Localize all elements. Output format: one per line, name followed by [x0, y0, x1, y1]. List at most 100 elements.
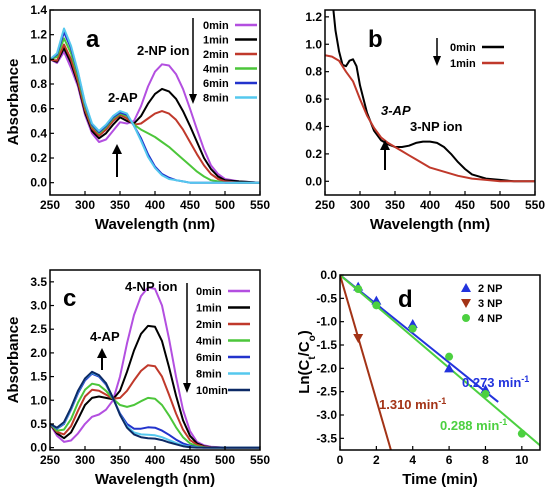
y-tick-label: 1.4 [30, 3, 47, 17]
x-tick-label: 450 [180, 453, 200, 467]
y-tick-label: 1.0 [30, 52, 47, 66]
y-tick-label: -3.5 [316, 431, 337, 445]
panel-d-legend: 2 NP 3 NP 4 NP [461, 283, 502, 325]
legend-label-0min: 0min [196, 286, 222, 298]
series-line-0min [50, 286, 260, 449]
panel-b-arrow-up [380, 140, 390, 170]
panel-b-annotation-ap: 3-AP [381, 103, 411, 118]
legend-label-4min: 4min [196, 336, 222, 348]
x-tick-label: 8 [482, 453, 489, 467]
y-tick-label: 0.8 [305, 65, 322, 79]
y-tick-label: 0.0 [30, 176, 47, 190]
y-tick-label: 0.2 [305, 147, 322, 161]
panel-b-letter: b [368, 26, 383, 53]
panel-b-xticks: 250 300 350 400 450 500 550 [315, 191, 545, 212]
panel-c-legend: 0min 1min 2min 4min 6min 8min 10min [196, 286, 250, 397]
x-tick-label: 0 [337, 453, 344, 467]
panel-c-yticks: 0.0 0.5 1.0 1.5 2.0 2.5 3.0 3.5 [30, 275, 54, 455]
x-tick-label: 500 [215, 198, 235, 212]
y-tick-label: 2.0 [30, 346, 47, 360]
panel-d-yticks: 0.0 -0.5 -1.0 -1.5 -2.0 -2.5 -3.0 -3.5 [316, 268, 344, 445]
data-point-4-NP [445, 352, 454, 361]
legend-label-1min: 1min [450, 58, 476, 70]
series-line-1min [325, 54, 535, 183]
panel-d-rate-2np: 0.273 min-1 [462, 374, 529, 390]
panel-c-letter: c [63, 285, 76, 312]
panel-d-frame [339, 274, 541, 451]
panel-d-rate-4np: 0.288 min-1 [440, 417, 507, 433]
x-tick-label: 450 [455, 198, 475, 212]
panel-d-letter: d [398, 286, 413, 313]
legend-label-10min: 10min [196, 385, 228, 397]
panel-d-xticks: 0 2 4 6 8 10 [337, 446, 529, 467]
panel-c: 250 300 350 400 450 500 550 0.0 0.5 1.0 1.5 2.0 2.5… [5, 269, 270, 488]
y-tick-label: 3.5 [30, 275, 47, 289]
panel-c-ylabel: Absorbance [5, 317, 22, 404]
data-point-4-NP [408, 324, 417, 333]
y-tick-label: -3.0 [316, 408, 337, 422]
panel-c-frame [49, 269, 261, 451]
panel-a-annotation-ap: 2-AP [108, 90, 138, 105]
legend-marker-2-NP [461, 283, 471, 292]
x-tick-label: 250 [315, 198, 335, 212]
data-point-4-NP [481, 390, 490, 398]
legend-label-2-NP: 2 NP [478, 283, 502, 295]
data-point-2-NP [444, 363, 455, 373]
legend-label-0min: 0min [203, 20, 229, 32]
y-tick-label: -1.0 [316, 315, 337, 329]
legend-marker-3-NP [461, 299, 471, 308]
y-tick-label: 0.2 [30, 151, 47, 165]
y-tick-label: 3.0 [30, 299, 47, 313]
legend-label-6min: 6min [203, 78, 229, 90]
data-point-4-NP [372, 301, 381, 310]
data-point-4-NP [517, 429, 526, 438]
panel-d: 0 2 4 6 8 10 0.0-0.5-1.0-1.5-2.0-2.5-3.0-3.5 … [296, 268, 541, 488]
panel-c-xlabel: Wavelength (nm) [95, 471, 215, 488]
x-tick-label: 300 [350, 198, 370, 212]
legend-label-4min: 4min [203, 64, 229, 76]
panel-b-annotation-np: 3-NP ion [410, 119, 463, 134]
y-tick-label: 0.0 [320, 268, 337, 282]
x-tick-label: 400 [145, 198, 165, 212]
y-tick-label: 0.4 [30, 126, 47, 140]
legend-label-6min: 6min [196, 352, 222, 364]
panel-a-annotation-np: 2-NP ion [137, 43, 190, 58]
panel-c-arrow-up [97, 348, 107, 370]
x-tick-label: 250 [40, 453, 60, 467]
panel-b-arrow-down [433, 38, 441, 66]
panel-c-curves [50, 286, 260, 449]
y-tick-label: 0.0 [30, 441, 47, 455]
legend-label-4-NP: 4 NP [478, 313, 502, 325]
panel-b-curves [325, 10, 535, 183]
y-tick-label: 1.2 [305, 10, 322, 24]
legend-label-0min: 0min [450, 42, 476, 54]
panel-a-legend: 0min 1min 2min 4min 6min 8min [203, 20, 257, 105]
x-tick-label: 550 [525, 198, 545, 212]
legend-label-1min: 1min [196, 303, 222, 315]
x-tick-label: 450 [180, 198, 200, 212]
panel-d-xlabel: Time (min) [402, 471, 478, 488]
x-tick-label: 300 [75, 198, 95, 212]
x-tick-label: 350 [385, 198, 405, 212]
panel-a-arrow-down [189, 18, 197, 104]
legend-label-2min: 2min [196, 319, 222, 331]
legend-marker-4-NP [462, 314, 470, 322]
panel-b-legend: 0min 1min [450, 42, 504, 70]
panel-b-yticks: 0.0 0.2 0.4 0.6 0.8 1.0 1.2 [305, 10, 329, 188]
y-tick-label: -0.5 [316, 291, 337, 305]
y-tick-label: 0.6 [305, 92, 322, 106]
panel-b-xlabel: Wavelength (nm) [370, 216, 490, 233]
y-tick-label: 0.4 [305, 119, 322, 133]
fit-line-2 [340, 275, 392, 450]
panel-a-xticks: 250 300 350 400 450 500 550 [40, 191, 270, 212]
panel-c-xticks: 250 300 350 400 450 500 550 [40, 446, 270, 467]
panel-a-xlabel: Wavelength (nm) [95, 216, 215, 233]
panel-a-curves [50, 27, 260, 184]
series-line-0min [332, 10, 535, 183]
panel-a-ylabel: Absorbance [5, 59, 22, 146]
panel-c-arrow-down [183, 283, 191, 393]
data-point-3-NP [353, 334, 364, 343]
y-tick-label: 1.2 [30, 28, 47, 42]
legend-label-8min: 8min [196, 369, 222, 381]
